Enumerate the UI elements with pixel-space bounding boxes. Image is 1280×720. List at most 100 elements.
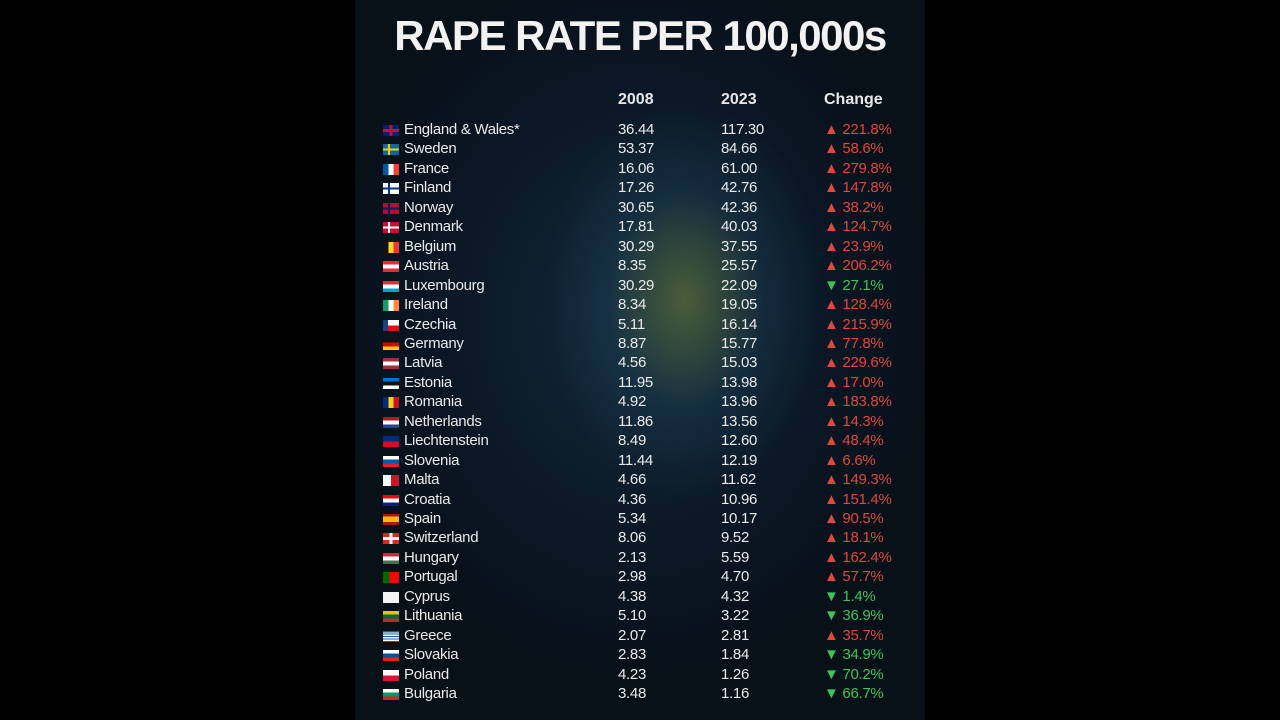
flag-icon bbox=[383, 552, 399, 564]
change: ▲ 149.3% bbox=[824, 471, 892, 489]
change: ▲ 17.0% bbox=[824, 373, 884, 391]
flag-icon bbox=[383, 630, 399, 642]
flag-icon bbox=[383, 319, 399, 331]
value-2008: 4.56 bbox=[618, 354, 646, 372]
value-2008: 30.65 bbox=[618, 198, 655, 216]
change: ▲ 183.8% bbox=[824, 393, 892, 411]
column-header: 2023 bbox=[721, 91, 757, 108]
value-2008: 4.66 bbox=[618, 471, 646, 489]
country: Poland bbox=[404, 665, 449, 683]
value-2023: 4.32 bbox=[721, 587, 749, 605]
flag-icon bbox=[383, 202, 399, 214]
flag-icon bbox=[383, 300, 399, 312]
value-2023: 11.62 bbox=[721, 471, 756, 489]
change: ▲ 124.7% bbox=[824, 218, 892, 236]
value-2008: 53.37 bbox=[618, 140, 655, 158]
value-2023: 5.59 bbox=[721, 548, 749, 566]
value-2023: 13.98 bbox=[721, 373, 758, 391]
title: RAPE RATE PER 100,000s bbox=[394, 12, 887, 59]
country: Bulgaria bbox=[404, 685, 457, 703]
value-2023: 40.03 bbox=[721, 218, 758, 236]
country: Ireland bbox=[404, 296, 448, 314]
value-2008: 5.34 bbox=[618, 510, 646, 527]
country: Germany bbox=[404, 334, 464, 352]
value-2023: 13.56 bbox=[721, 412, 758, 430]
flag-icon bbox=[383, 514, 399, 525]
flag-icon bbox=[383, 475, 399, 487]
value-2023: 84.66 bbox=[721, 140, 758, 158]
country: Malta bbox=[404, 471, 440, 489]
flag-icon bbox=[383, 572, 399, 584]
change: ▲ 57.7% bbox=[824, 568, 884, 586]
flag-icon bbox=[383, 241, 399, 253]
flag-icon bbox=[383, 358, 399, 370]
value-2023: 37.55 bbox=[721, 237, 758, 255]
country: Switzerland bbox=[404, 529, 479, 547]
value-2023: 16.14 bbox=[721, 315, 758, 333]
change: ▼ 34.9% bbox=[824, 646, 884, 664]
change: ▲ 14.3% bbox=[824, 412, 884, 430]
change: ▼ 1.4% bbox=[824, 587, 876, 605]
column-header: Change bbox=[824, 91, 883, 108]
country: France bbox=[404, 159, 449, 177]
value-2023: 25.57 bbox=[721, 257, 758, 275]
value-2008: 5.10 bbox=[618, 607, 646, 625]
value-2008: 2.07 bbox=[618, 626, 646, 644]
change: ▼ 36.9% bbox=[824, 607, 884, 625]
value-2023: 4.70 bbox=[721, 568, 749, 586]
change: ▲ 151.4% bbox=[824, 490, 892, 508]
value-2008: 2.98 bbox=[618, 568, 646, 586]
flag-icon bbox=[383, 669, 399, 681]
change: ▲ 18.1% bbox=[824, 529, 884, 547]
value-2008: 36.44 bbox=[618, 121, 655, 138]
country: Liechtenstein bbox=[404, 432, 489, 450]
change: ▲ 128.4% bbox=[824, 296, 892, 314]
value-2023: 22.09 bbox=[721, 276, 758, 294]
value-2023: 42.36 bbox=[721, 198, 758, 216]
change: ▲ 23.9% bbox=[824, 237, 884, 255]
change: ▼ 27.1% bbox=[824, 276, 884, 294]
value-2008: 17.26 bbox=[618, 179, 655, 197]
value-2023: 12.19 bbox=[721, 451, 758, 469]
flag-icon bbox=[383, 455, 399, 467]
country: Croatia bbox=[404, 490, 451, 508]
country: Hungary bbox=[404, 548, 459, 566]
country: Cyprus bbox=[404, 587, 450, 605]
value-2023: 3.22 bbox=[721, 607, 749, 625]
change: ▲ 229.6% bbox=[824, 354, 892, 372]
country: Netherlands bbox=[404, 412, 482, 430]
value-2023: 19.05 bbox=[721, 296, 758, 314]
country: Greece bbox=[404, 626, 452, 644]
value-2023: 61.00 bbox=[721, 159, 758, 177]
value-2023: 42.76 bbox=[721, 179, 758, 197]
value-2008: 8.87 bbox=[618, 334, 646, 352]
value-2023: 13.96 bbox=[721, 393, 758, 411]
value-2023: 10.96 bbox=[721, 490, 758, 508]
value-2023: 117.30 bbox=[721, 121, 764, 138]
flag-icon bbox=[383, 338, 399, 350]
value-2023: 10.17 bbox=[721, 510, 758, 527]
change: ▲ 90.5% bbox=[824, 510, 884, 527]
flag-icon bbox=[383, 397, 399, 409]
value-2008: 30.29 bbox=[618, 237, 655, 255]
flag-icon bbox=[383, 261, 399, 273]
value-2008: 4.38 bbox=[618, 587, 646, 605]
value-2008: 8.06 bbox=[618, 529, 646, 547]
value-2008: 11.95 bbox=[618, 373, 653, 391]
country: Austria bbox=[404, 257, 449, 275]
value-2023: 9.52 bbox=[721, 529, 749, 547]
country: Latvia bbox=[404, 354, 443, 372]
value-2008: 11.44 bbox=[618, 451, 653, 469]
country: England & Wales* bbox=[404, 121, 520, 138]
flag-icon bbox=[383, 591, 399, 603]
change: ▲ 6.6% bbox=[824, 451, 876, 469]
flag-icon bbox=[383, 144, 399, 156]
country: Spain bbox=[404, 510, 441, 527]
value-2023: 1.26 bbox=[721, 665, 749, 683]
flag-icon bbox=[383, 611, 399, 623]
country: Czechia bbox=[404, 315, 457, 333]
value-2008: 2.83 bbox=[618, 646, 646, 664]
change: ▲ 77.8% bbox=[824, 334, 884, 352]
country: Denmark bbox=[404, 218, 463, 236]
country: Slovenia bbox=[404, 451, 460, 469]
